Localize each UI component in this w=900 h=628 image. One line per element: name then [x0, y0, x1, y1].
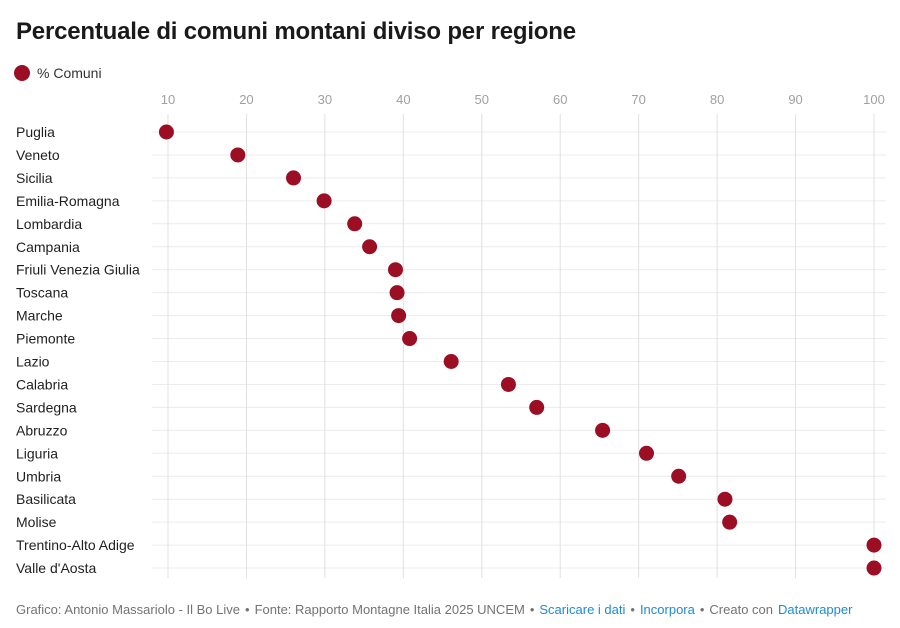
row-label-lombardia: Lombardia	[16, 216, 82, 232]
row-label-abruzzo: Abruzzo	[16, 422, 68, 438]
dot-piemonte[interactable]	[402, 331, 418, 347]
dot-basilicata[interactable]	[717, 491, 733, 507]
credit-text: Grafico: Antonio Massariolo - Il Bo Live	[16, 602, 240, 617]
dot-trentino-alto-adige[interactable]	[866, 537, 882, 553]
embed-link[interactable]: Incorpora	[639, 602, 695, 617]
x-tick-label: 50	[475, 92, 489, 107]
row-label-puglia: Puglia	[16, 124, 55, 140]
x-tick-label: 70	[631, 92, 645, 107]
dot-umbria[interactable]	[671, 468, 687, 484]
separator: •	[699, 602, 705, 617]
legend-dot-icon	[14, 65, 30, 81]
dot-friuli-venezia-giulia[interactable]	[387, 262, 403, 278]
dot-lazio[interactable]	[443, 354, 459, 369]
row-label-umbria: Umbria	[16, 468, 61, 484]
datawrapper-link[interactable]: Datawrapper	[778, 602, 853, 617]
row-label-friuli-venezia-giulia: Friuli Venezia Giulia	[16, 262, 140, 278]
separator: •	[529, 602, 535, 617]
row-label-liguria: Liguria	[16, 445, 58, 461]
x-tick-label: 80	[710, 92, 724, 107]
row-label-emilia-romagna: Emilia-Romagna	[16, 193, 120, 209]
dot-calabria[interactable]	[500, 376, 516, 392]
legend-label: % Comuni	[37, 65, 102, 81]
dot-plot: 10 20 30 40 50 60 70 80 90 100 Puglia Veneto Sicilia…	[16, 92, 886, 578]
legend: % Comuni	[14, 65, 102, 81]
source-text: Fonte: Rapporto Montagne Italia 2025 UNC…	[254, 602, 525, 617]
created-with-text: Creato con	[709, 602, 774, 617]
dot-lombardia[interactable]	[347, 216, 363, 232]
row-label-trentino-alto-adige: Trentino-Alto Adige	[16, 537, 135, 553]
dot-sicilia[interactable]	[286, 170, 302, 186]
download-data-link[interactable]: Scaricare i dati	[539, 602, 626, 617]
dot-molise[interactable]	[722, 514, 738, 530]
dot-sardegna[interactable]	[529, 399, 545, 415]
dot-veneto[interactable]	[230, 147, 246, 163]
dot-campania[interactable]	[362, 239, 378, 255]
row-label-lazio: Lazio	[16, 354, 50, 370]
row-label-sicilia: Sicilia	[16, 170, 53, 186]
row-label-valle-d-aosta: Valle d'Aosta	[16, 560, 96, 576]
x-tick-label: 90	[788, 92, 802, 107]
x-tick-label: 100	[863, 92, 885, 107]
x-tick-label: 20	[239, 92, 253, 107]
row-label-campania: Campania	[16, 239, 80, 255]
chart-title: Percentuale di comuni montani diviso per…	[16, 18, 576, 45]
footer-attribution: Grafico: Antonio Massariolo - Il Bo Live…	[16, 602, 886, 617]
dot-toscana[interactable]	[389, 285, 405, 301]
row-label-veneto: Veneto	[16, 147, 60, 163]
row-label-sardegna: Sardegna	[16, 399, 77, 415]
separator: •	[245, 602, 250, 617]
dot-liguria[interactable]	[639, 445, 655, 461]
row-label-basilicata: Basilicata	[16, 491, 76, 507]
dot-marche[interactable]	[391, 308, 407, 324]
row-label-molise: Molise	[16, 514, 57, 530]
row-label-marche: Marche	[16, 308, 63, 324]
dot-abruzzo[interactable]	[595, 422, 611, 438]
separator: •	[630, 602, 635, 617]
x-tick-label: 60	[553, 92, 567, 107]
row-label-calabria: Calabria	[16, 376, 68, 392]
x-tick-label: 10	[161, 92, 175, 107]
dot-puglia[interactable]	[158, 124, 174, 140]
x-tick-label: 30	[318, 92, 332, 107]
row-label-piemonte: Piemonte	[16, 331, 75, 347]
row-label-toscana: Toscana	[16, 285, 68, 301]
dot-valle-d-aosta[interactable]	[866, 560, 882, 576]
x-tick-label: 40	[396, 92, 410, 107]
dot-emilia-romagna[interactable]	[316, 193, 332, 209]
